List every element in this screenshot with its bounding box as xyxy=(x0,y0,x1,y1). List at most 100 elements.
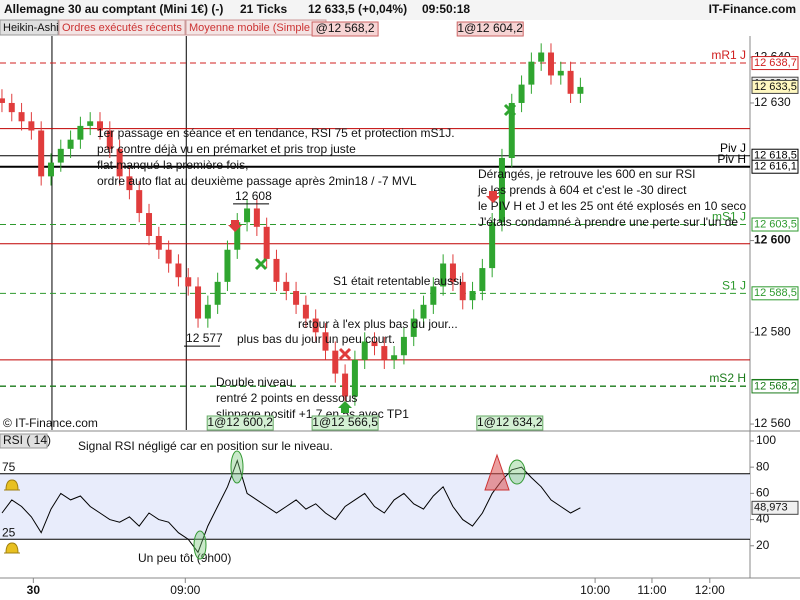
rsi-level-label: 25 xyxy=(2,525,16,539)
candle-body xyxy=(332,350,339,374)
candle-body xyxy=(97,121,103,131)
level-tag-label: 12 638,7 xyxy=(754,57,797,69)
candle-body xyxy=(400,336,407,356)
y-tick-label: 12 600 xyxy=(754,233,791,247)
candle-body xyxy=(18,112,25,122)
candle-body xyxy=(224,249,231,282)
value-tag xyxy=(751,500,799,515)
annotation: je les prends à 604 et c'est le -30 dire… xyxy=(477,183,687,197)
level-label: Piv J xyxy=(720,141,746,155)
annotation: rentré 2 points en dessous xyxy=(216,391,357,405)
candle-body xyxy=(126,176,133,191)
candle-body xyxy=(489,222,496,269)
candle-body xyxy=(498,158,505,223)
brand: IT-Finance.com xyxy=(709,2,796,16)
candle-body xyxy=(28,121,35,131)
order-label: 1@12 604,2 xyxy=(457,21,523,35)
highlight xyxy=(508,459,526,485)
warning-triangle xyxy=(484,453,510,491)
level-label: mR1 J xyxy=(711,48,746,62)
y-tick-label: 80 xyxy=(756,459,770,473)
candle-body xyxy=(244,208,251,223)
candle-body xyxy=(47,162,54,177)
level-tag-label: 12 616,1 xyxy=(754,161,797,173)
candle-body xyxy=(263,226,270,259)
candle-body xyxy=(557,70,564,76)
annotation: Dérangés, je retrouve les 600 en sur RSI xyxy=(478,167,695,181)
candle-body xyxy=(479,268,486,292)
candle-body xyxy=(195,286,202,319)
price-tag-label: 12 633,5 xyxy=(754,81,797,93)
candle-body xyxy=(361,341,368,360)
order-label: 1@12 600,2 xyxy=(207,415,273,429)
candle-body xyxy=(204,304,211,319)
order-tag xyxy=(206,415,274,431)
panel-title: RSI ( 14) xyxy=(3,433,51,447)
candle-body xyxy=(538,52,545,62)
candle-body xyxy=(302,304,309,319)
y-tick-label: 60 xyxy=(756,486,770,500)
annotation: Double niveau xyxy=(216,375,293,389)
exit-cross xyxy=(338,347,352,361)
candle-body xyxy=(577,86,584,94)
rsi-markers xyxy=(4,450,526,560)
candle-body xyxy=(381,346,388,360)
tab[interactable] xyxy=(0,19,59,36)
candle-body xyxy=(449,263,456,282)
annotation: S1 était retentable aussi xyxy=(333,274,462,288)
candle-body xyxy=(391,355,398,360)
highlight xyxy=(230,450,244,484)
level-tag-label: 12 588,5 xyxy=(754,287,797,299)
candle-body xyxy=(253,208,260,227)
level-tag xyxy=(751,217,799,232)
x-tick-label: 30 xyxy=(27,583,41,597)
title-bar xyxy=(0,0,800,20)
exit-cross xyxy=(503,103,517,117)
order-tag xyxy=(311,415,379,431)
annotation: J'étais condamné à prendre une perte sur… xyxy=(478,215,738,229)
level-label: mS1 J xyxy=(712,210,746,224)
candle-body xyxy=(293,291,300,305)
candle-body xyxy=(440,263,447,287)
x-tick-label: 12:00 xyxy=(695,583,725,597)
x-tick-label: 11:00 xyxy=(637,583,666,597)
price-tag xyxy=(751,79,799,94)
candle-body xyxy=(87,121,94,126)
level-label: mS2 H xyxy=(709,371,746,385)
candle-body xyxy=(136,190,143,214)
alert-bell[interactable] xyxy=(4,479,20,491)
trade-markers xyxy=(228,103,517,413)
x-tick-label: 10:00 xyxy=(580,583,610,597)
annotation: 1er passage en séance et en tendance, RS… xyxy=(97,126,455,140)
annotation: flat manqué la première fois, xyxy=(97,158,248,172)
tab-label[interactable]: Ordres exécutés récents xyxy=(62,22,182,34)
y-tick-label: 12 560 xyxy=(754,416,791,430)
candle-body xyxy=(146,213,153,236)
candle-body xyxy=(342,373,349,397)
alert-bell[interactable] xyxy=(4,542,20,554)
order-label: 1@12 634,2 xyxy=(477,415,543,429)
candle-body xyxy=(322,332,329,351)
order-label: @12 568,2 xyxy=(316,21,375,35)
instrument-title: Allemagne 30 au comptant (Mini 1€) (-) xyxy=(4,2,223,16)
rsi-line xyxy=(1,459,581,554)
candle-body xyxy=(508,102,515,159)
candle-body xyxy=(165,249,172,264)
candle-body xyxy=(38,130,45,177)
order-tag xyxy=(476,415,544,431)
tab-label[interactable]: Heikin-Ashi xyxy=(3,22,59,34)
tab[interactable] xyxy=(58,19,186,36)
exit-cross xyxy=(254,257,268,271)
annotation: retour à l'ex plus bas du jour... xyxy=(298,317,458,331)
sell-arrow xyxy=(228,220,242,232)
last-price: 12 633,5 (+0,04%) xyxy=(308,2,407,16)
candle-body xyxy=(351,359,358,397)
sell-arrow xyxy=(486,191,500,203)
annotation: plus bas du jour un peu court. xyxy=(237,332,395,346)
level-tag xyxy=(751,159,799,174)
rsi-level-label: 75 xyxy=(2,460,16,474)
tab-label[interactable]: Moyenne mobile (Simple 21) xyxy=(189,22,329,34)
candle-body xyxy=(469,291,476,301)
